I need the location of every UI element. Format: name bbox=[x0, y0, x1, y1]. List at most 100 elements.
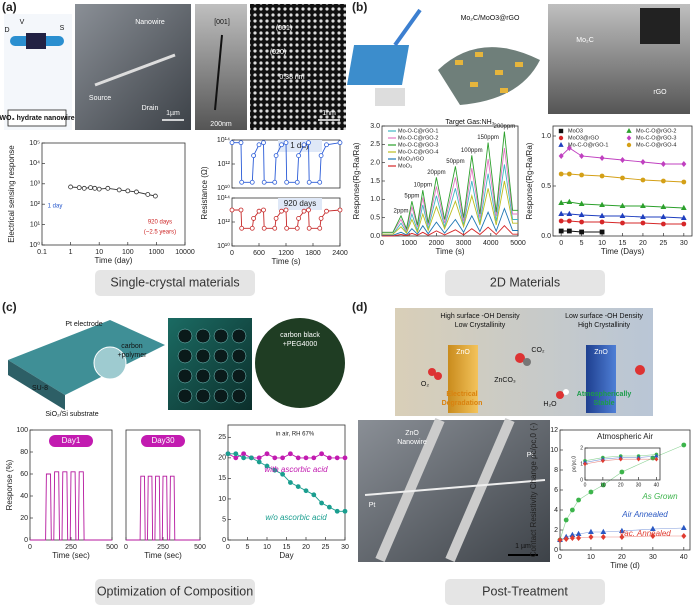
marker bbox=[569, 534, 575, 542]
marker bbox=[239, 225, 245, 231]
particles bbox=[455, 52, 523, 93]
marker bbox=[600, 458, 605, 464]
zno-nanowire bbox=[364, 479, 546, 496]
marker bbox=[261, 207, 266, 213]
marker bbox=[283, 207, 289, 213]
nanowire bbox=[94, 53, 176, 87]
marker bbox=[558, 199, 565, 205]
y-axis-label: Contact Resistivity Change ρc/ρc,0 (-) bbox=[529, 422, 538, 557]
legend-marker bbox=[626, 128, 632, 133]
marker bbox=[280, 455, 286, 461]
x-tick-label: 0 bbox=[124, 544, 128, 551]
marker bbox=[588, 489, 594, 495]
x-axis-label: Time (d) bbox=[610, 561, 640, 570]
marker bbox=[256, 142, 262, 148]
image-text: O₂ bbox=[421, 381, 429, 388]
marker bbox=[681, 532, 687, 540]
marker bbox=[579, 229, 585, 235]
marker bbox=[599, 229, 605, 235]
series-line bbox=[232, 141, 341, 183]
marker bbox=[636, 456, 641, 462]
y-axis-label: ρc/ρc,0 bbox=[571, 456, 577, 472]
panel-label: (a) bbox=[2, 0, 17, 14]
marker bbox=[619, 202, 626, 208]
marker bbox=[326, 504, 332, 510]
legend-marker bbox=[558, 135, 564, 141]
image-text: WO₃ hydrate nanowire bbox=[0, 115, 75, 122]
image-text: Nanowire bbox=[397, 439, 427, 446]
marker bbox=[654, 456, 659, 462]
marker bbox=[318, 153, 324, 159]
marker bbox=[569, 507, 575, 513]
marker bbox=[649, 525, 656, 531]
marker bbox=[334, 508, 340, 514]
marker bbox=[68, 184, 73, 190]
image-text: SiO₂/Si substrate bbox=[45, 411, 98, 418]
marker bbox=[116, 187, 122, 193]
y-axis-label: Response (%) bbox=[5, 459, 14, 510]
marker bbox=[241, 451, 247, 457]
marker bbox=[583, 461, 587, 467]
marker bbox=[619, 469, 625, 475]
series-label: with ascorbic acid bbox=[264, 465, 328, 474]
marker bbox=[680, 204, 687, 210]
image-text: S bbox=[60, 25, 65, 32]
x-tick-label: 25 bbox=[322, 544, 330, 551]
y-tick-label: 10¹⁴ bbox=[217, 137, 230, 144]
marker bbox=[306, 225, 312, 231]
x-tick-label: 30 bbox=[680, 240, 688, 247]
marker bbox=[317, 179, 323, 185]
legend-marker bbox=[626, 135, 632, 141]
image-text: D bbox=[4, 27, 9, 34]
y-tick-label: 4 bbox=[554, 507, 558, 514]
annotation: (~2.5 years) bbox=[144, 230, 176, 236]
x-tick-label: 30 bbox=[649, 554, 657, 561]
image-text: Drain bbox=[142, 105, 159, 112]
marker bbox=[92, 185, 98, 191]
marker bbox=[273, 215, 279, 221]
y-tick-label: 10 bbox=[218, 496, 226, 503]
marker bbox=[294, 225, 300, 231]
x-tick-label: 40 bbox=[680, 554, 688, 561]
image-text: 0.38 nm bbox=[279, 74, 304, 81]
y-tick-label: 40 bbox=[20, 493, 28, 500]
y-tick-label: 10¹ bbox=[30, 221, 41, 228]
marker bbox=[600, 533, 606, 541]
marker bbox=[599, 173, 605, 179]
marker bbox=[619, 156, 626, 164]
marker bbox=[579, 172, 585, 178]
marker bbox=[256, 455, 262, 461]
marker bbox=[284, 225, 290, 231]
chip bbox=[347, 45, 410, 85]
image-text: High Crystallinity bbox=[578, 322, 631, 329]
marker bbox=[558, 218, 564, 224]
marker bbox=[640, 158, 646, 166]
molecules bbox=[428, 353, 645, 399]
x-tick-label: 10 bbox=[600, 482, 606, 488]
marker bbox=[241, 455, 247, 461]
x-tick-label: 20 bbox=[302, 544, 310, 551]
electrode-zoom bbox=[93, 346, 127, 380]
image-text: Mo₂C/MoO3@rGO bbox=[461, 15, 520, 22]
marker bbox=[318, 215, 324, 221]
marker bbox=[249, 179, 255, 185]
image-text: +polymer bbox=[118, 352, 148, 359]
series-line bbox=[232, 209, 341, 229]
marker bbox=[640, 213, 646, 219]
marker bbox=[599, 212, 605, 218]
image-text: Atmospherically bbox=[577, 391, 632, 398]
image-text: (020) bbox=[270, 49, 286, 56]
marker bbox=[578, 211, 585, 217]
x-tick-label: 0 bbox=[226, 544, 230, 551]
y-tick-label: 10¹⁰ bbox=[217, 242, 230, 250]
marker bbox=[650, 532, 656, 540]
x-tick-label: 5000 bbox=[510, 240, 526, 247]
x-axis-label: Time (sec) bbox=[144, 551, 182, 560]
marker bbox=[334, 455, 340, 461]
zno-rod-stable bbox=[586, 345, 616, 413]
x-tick-label: 15 bbox=[619, 240, 627, 247]
x-tick-label: 10 bbox=[263, 544, 271, 551]
caption-box bbox=[95, 579, 255, 605]
plot-frame bbox=[227, 424, 346, 541]
marker bbox=[558, 210, 565, 216]
